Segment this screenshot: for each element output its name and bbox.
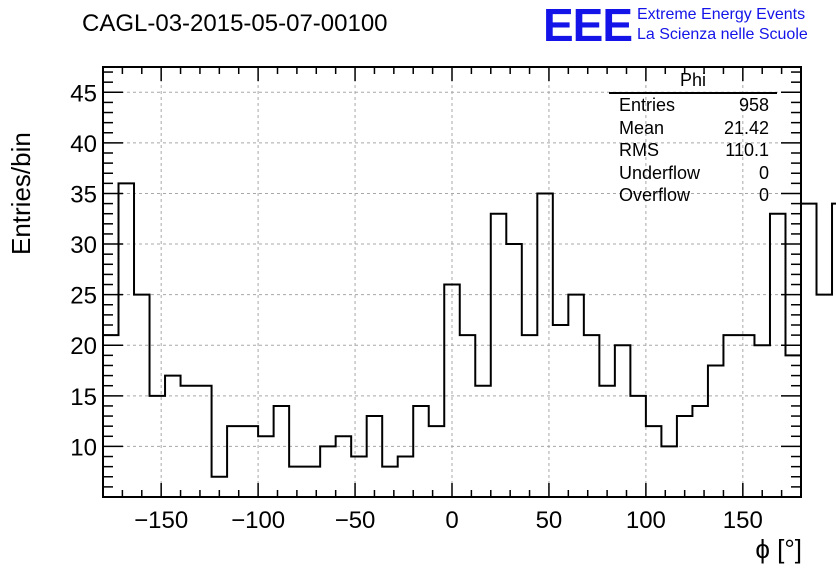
x-tick-label: −50	[335, 507, 376, 534]
axis-ticks	[102, 67, 802, 497]
x-tick-label: 150	[723, 507, 763, 534]
stats-label: RMS	[619, 140, 659, 160]
stats-title: Phi	[609, 70, 777, 94]
stats-box: Phi Entries 958 Mean 21.42 RMS 110.1 Und…	[609, 70, 777, 207]
x-axis-label: ϕ [°]	[755, 534, 802, 564]
x-tick-labels: −150 −100 −50 0 50 100 150	[134, 507, 763, 534]
plot-title: CAGL-03-2015-05-07-00100	[82, 10, 388, 37]
stats-value: 110.1	[725, 140, 769, 160]
y-tick-label: 35	[70, 181, 97, 208]
y-tick-label: 15	[70, 384, 97, 411]
stats-row-entries: Entries 958	[609, 94, 777, 117]
stats-row-mean: Mean 21.42	[609, 117, 777, 140]
y-tick-labels: 10 15 20 25 30 35 40 45	[70, 80, 97, 461]
stats-label: Entries	[619, 95, 676, 115]
stats-value: 21.42	[723, 117, 769, 138]
y-tick-label: 25	[70, 283, 97, 310]
y-tick-label: 20	[70, 333, 97, 360]
logo-line-1: Extreme Energy Events	[637, 6, 806, 23]
stats-label: Overflow	[619, 185, 691, 205]
stats-value: 958	[738, 95, 769, 115]
stats-row-overflow: Overflow 0	[609, 184, 777, 207]
eee-logo-text: Extreme Energy Events La Scienza nelle S…	[637, 5, 808, 45]
y-tick-label: 10	[70, 434, 97, 461]
x-tick-label: −100	[231, 507, 285, 534]
x-tick-label: 100	[626, 507, 666, 534]
stats-row-underflow: Underflow 0	[609, 162, 777, 185]
stats-value: 0	[758, 162, 769, 183]
logo-line-2: La Scienza nelle Scuole	[637, 26, 808, 43]
y-tick-label: 45	[70, 80, 97, 107]
y-axis-label: Entries/bin	[6, 132, 36, 255]
histogram-line	[103, 182, 836, 478]
x-tick-label: −150	[134, 507, 188, 534]
x-tick-label: 0	[445, 507, 458, 534]
stats-label: Underflow	[619, 162, 701, 183]
grid-lines	[103, 67, 801, 497]
y-tick-label: 40	[70, 131, 97, 158]
eee-logo: EEE	[543, 0, 633, 51]
stats-label: Mean	[619, 117, 665, 138]
y-tick-label: 30	[70, 232, 97, 259]
stats-value: 0	[758, 185, 769, 205]
stats-row-rms: RMS 110.1	[609, 139, 777, 162]
x-tick-label: 50	[536, 507, 563, 534]
